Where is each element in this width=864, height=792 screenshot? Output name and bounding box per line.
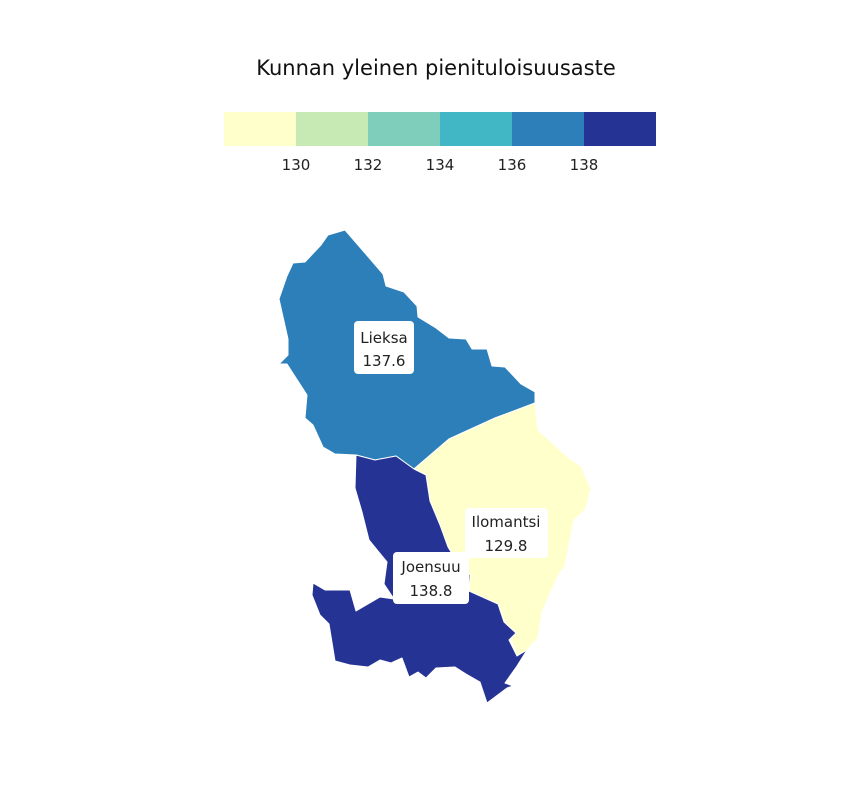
legend: 130 132 134 136 138 bbox=[224, 112, 656, 174]
legend-tick-label: 136 bbox=[498, 156, 527, 174]
label-box bbox=[393, 552, 469, 604]
region-value-label: 137.6 bbox=[363, 352, 406, 370]
region-value-label: 129.8 bbox=[485, 537, 528, 555]
legend-swatch bbox=[440, 112, 512, 146]
region-labels: Lieksa 137.6 Ilomantsi 129.8 Joensuu 138… bbox=[354, 321, 548, 604]
label-ilomantsi: Ilomantsi 129.8 bbox=[465, 508, 548, 558]
label-joensuu: Joensuu 138.8 bbox=[393, 552, 469, 604]
legend-swatch bbox=[512, 112, 584, 146]
legend-swatch bbox=[296, 112, 368, 146]
legend-tick-label: 138 bbox=[570, 156, 599, 174]
legend-swatch bbox=[224, 112, 296, 146]
label-lieksa: Lieksa 137.6 bbox=[354, 321, 414, 374]
region-name-label: Joensuu bbox=[400, 558, 460, 576]
regions bbox=[278, 229, 592, 704]
region-value-label: 138.8 bbox=[410, 582, 453, 600]
map-title: Kunnan yleinen pienituloisuusaste bbox=[256, 56, 616, 80]
legend-tick-label: 132 bbox=[354, 156, 383, 174]
region-name-label: Ilomantsi bbox=[472, 513, 541, 531]
legend-tick-label: 134 bbox=[426, 156, 455, 174]
label-box bbox=[354, 321, 414, 374]
legend-tick-label: 130 bbox=[282, 156, 311, 174]
legend-swatch bbox=[584, 112, 656, 146]
legend-swatch bbox=[368, 112, 440, 146]
region-name-label: Lieksa bbox=[360, 329, 407, 347]
label-box bbox=[465, 508, 548, 558]
